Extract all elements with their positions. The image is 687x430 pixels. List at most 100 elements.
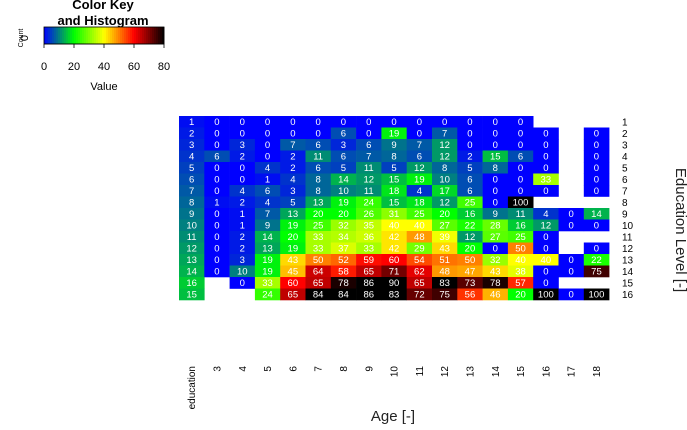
heatmap-cell — [305, 116, 332, 128]
heatmap-cell — [482, 265, 509, 278]
cell-value-label: 86 — [363, 290, 374, 301]
heatmap-cells: 1 0 0 0 0 0 0 0 0 0 0 0 0 02 0 0 0 0 0 6 0 19 0 7 0 0 0 0 03 0 3 0 7 6 3 6 9… — [179, 116, 610, 301]
column-label: 11 — [415, 366, 426, 377]
cell-value-label: 1 — [240, 209, 245, 220]
color-key-tick-label: 60 — [128, 61, 140, 73]
heatmap-cell — [229, 173, 256, 186]
heatmap-cell — [381, 185, 407, 197]
heatmap-cell — [533, 288, 559, 301]
heatmap-cell — [229, 127, 256, 140]
heatmap-cell — [356, 150, 382, 163]
cell-value-label: 8 — [391, 152, 396, 163]
heatmap-cell — [406, 127, 433, 140]
cell-value-label: 0 — [543, 244, 548, 255]
cell-value-label: 20 — [439, 209, 450, 220]
heatmap-cell — [330, 219, 357, 232]
cell-value-label: 62 — [414, 267, 425, 278]
row-label: 14 — [622, 267, 634, 278]
heatmap-cell — [254, 242, 281, 255]
color-key-swatch — [102, 27, 105, 44]
cell-value-label: 8 — [316, 175, 321, 186]
heatmap-cell — [330, 116, 357, 128]
heatmap-cell — [507, 127, 534, 140]
heatmap-cell — [533, 127, 559, 140]
cell-value-label: 0 — [214, 267, 219, 278]
heatmap-cell — [356, 127, 382, 140]
heatmap-cell — [229, 150, 256, 163]
cell-value-label: 20 — [465, 244, 476, 255]
heatmap-cell — [406, 208, 433, 220]
color-key-swatch — [132, 27, 135, 44]
heatmap-cell — [356, 196, 382, 209]
heatmap-cell — [305, 173, 332, 186]
cell-value-label: 2 — [240, 152, 245, 163]
heatmap-cell — [507, 219, 534, 232]
cell-value-label: 6 — [366, 140, 371, 151]
heatmap-cell — [229, 254, 256, 266]
color-key-swatch — [58, 27, 61, 44]
cell-value-label: 36 — [363, 232, 374, 243]
heatmap-cell — [432, 196, 458, 209]
heatmap-cell — [583, 242, 610, 255]
color-key-axis-label: Value — [90, 81, 117, 93]
cell-value-label: 2 — [467, 152, 472, 163]
cell-value-label: 33 — [313, 232, 324, 243]
cell-value-label: 38 — [515, 267, 526, 278]
color-key-swatch — [110, 27, 113, 44]
heatmap-cell — [482, 185, 509, 197]
cell-value-label: 0 — [569, 267, 574, 278]
heatmap-cell — [432, 127, 458, 140]
heatmap-cell — [482, 219, 509, 232]
color-key-swatch — [140, 27, 143, 44]
heatmap-cell — [482, 116, 509, 128]
color-key-swatch — [54, 27, 57, 44]
cell-value-label: 0 — [240, 129, 245, 140]
column-label: 12 — [440, 366, 451, 378]
cell-value-label: 56 — [465, 290, 476, 301]
heatmap-cell — [204, 150, 230, 163]
heatmap-cell — [305, 150, 332, 163]
color-key-swatch — [106, 27, 109, 44]
heatmap-cell — [583, 219, 610, 232]
color-key-swatch — [150, 27, 153, 44]
cell-value-label: 12 — [439, 140, 450, 151]
color-key-swatch — [96, 27, 99, 44]
color-key-swatch — [154, 27, 157, 44]
heatmap-cell — [457, 185, 483, 197]
row-label: 1 — [622, 117, 628, 128]
heatmap-cell — [381, 162, 407, 174]
heatmap-cell — [583, 173, 610, 186]
cell-value-label: 73 — [465, 278, 476, 289]
cell-value-label: 7 — [417, 140, 422, 151]
cell-value-label: 0 — [467, 117, 472, 128]
column-labels: education 3 4 5 6 7 8 9 10 11 12 13 14 15 16 17 18 — [187, 366, 603, 410]
cell-value-label: 11 — [516, 209, 526, 220]
heatmap-cell — [406, 150, 433, 163]
heatmap-cell — [406, 254, 433, 266]
heatmap-cell — [406, 116, 433, 128]
heatmap-cell — [583, 288, 610, 301]
heatmap-cell — [381, 196, 407, 209]
heatmap-cell — [457, 254, 483, 266]
cell-value-label: 60 — [389, 255, 400, 266]
x-axis-title: Age [-] — [371, 408, 415, 425]
row-label: 12 — [622, 244, 634, 255]
column-label: 13 — [465, 366, 476, 378]
column-label: 17 — [567, 366, 578, 378]
cell-value-label: 4 — [240, 186, 245, 197]
heatmap-cell — [280, 231, 306, 243]
heatmap-cell — [280, 288, 306, 301]
heatmap-cell — [507, 277, 534, 289]
color-key-swatch — [136, 27, 139, 44]
column-label: 4 — [238, 366, 249, 372]
cell-value-label: 3 — [240, 140, 245, 151]
heatmap-cell — [204, 265, 230, 278]
cell-value-label: 9 — [493, 209, 498, 220]
cell-value-label: 20 — [313, 209, 324, 220]
heatmap-cell — [457, 196, 483, 209]
heatmap-cell — [507, 265, 534, 278]
heatmap-cell — [356, 231, 382, 243]
heatmap-cell — [507, 242, 534, 255]
heatmap-cell — [356, 162, 382, 174]
cell-value-label: 0 — [569, 209, 574, 220]
